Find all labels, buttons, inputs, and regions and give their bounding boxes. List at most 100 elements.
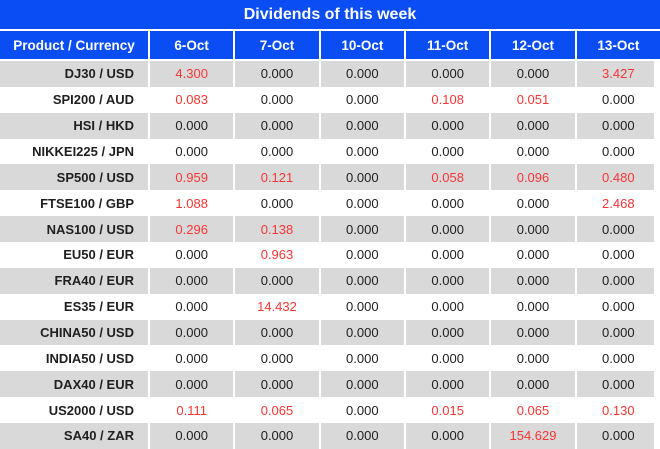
table-row: HSI / HKD 0.000 0.000 0.000 0.000 0.000 0.000 — [0, 112, 660, 139]
dividend-value-cell: 0.000 — [491, 190, 575, 217]
dividend-value-cell: 0.000 — [576, 423, 660, 449]
dividend-value-cell: 0.000 — [320, 423, 404, 449]
dividend-value-cell: 0.000 — [150, 345, 234, 372]
dividend-value-cell: 0.051 — [491, 86, 575, 113]
table-header-row: Product / Currency 6-Oct 7-Oct 10-Oct 11-Oct… — [0, 31, 660, 61]
dividend-value-cell: 0.000 — [576, 86, 660, 113]
dividend-value-cell: 0.000 — [320, 112, 404, 139]
product-cell: HSI / HKD — [0, 112, 148, 139]
dividend-value-cell: 0.000 — [491, 242, 575, 268]
dividend-value-cell: 0.000 — [576, 138, 660, 165]
dividend-value-cell: 0.000 — [150, 371, 234, 398]
column-header-date: 12-Oct — [491, 31, 575, 59]
dividend-value-cell: 0.000 — [406, 242, 490, 268]
column-header-product: Product / Currency — [0, 31, 148, 59]
dividend-value-cell: 0.130 — [576, 397, 660, 424]
dividend-value-cell: 0.000 — [576, 319, 660, 346]
product-cell: ES35 / EUR — [0, 293, 148, 320]
dividend-value-cell: 0.000 — [320, 345, 404, 372]
dividend-value-cell: 0.000 — [150, 319, 234, 346]
table-row: SPI200 / AUD 0.083 0.000 0.000 0.108 0.051 0.0… — [0, 86, 660, 113]
dividend-value-cell: 0.000 — [235, 190, 319, 217]
column-header-date: 13-Oct — [576, 31, 660, 59]
dividend-value-cell: 14.432 — [235, 293, 319, 320]
dividend-value-cell: 0.000 — [150, 242, 234, 268]
dividend-value-cell: 0.000 — [320, 267, 404, 294]
table-row: EU50 / EUR 0.000 0.963 0.000 0.000 0.000 0.000 — [0, 242, 660, 268]
dividend-value-cell: 0.000 — [320, 319, 404, 346]
table-row: NAS100 / USD 0.296 0.138 0.000 0.000 0.000 0.0… — [0, 216, 660, 243]
product-cell: FTSE100 / GBP — [0, 190, 148, 217]
dividend-value-cell: 0.000 — [491, 267, 575, 294]
dividend-value-cell: 0.000 — [406, 267, 490, 294]
dividend-value-cell: 0.000 — [406, 112, 490, 139]
dividend-value-cell: 0.296 — [150, 216, 234, 243]
dividend-value-cell: 0.000 — [406, 61, 490, 87]
table-row: SA40 / ZAR 0.000 0.000 0.000 0.000 154.629 0.0… — [0, 423, 660, 449]
table-row: SP500 / USD 0.959 0.121 0.000 0.058 0.096 0.48… — [0, 164, 660, 191]
dividend-value-cell: 0.065 — [235, 397, 319, 424]
dividend-value-cell: 0.000 — [150, 138, 234, 165]
dividend-value-cell: 0.096 — [491, 164, 575, 191]
dividend-value-cell: 0.000 — [406, 319, 490, 346]
dividend-value-cell: 0.000 — [235, 86, 319, 113]
dividend-value-cell: 0.000 — [576, 345, 660, 372]
dividend-value-cell: 0.058 — [406, 164, 490, 191]
dividend-value-cell: 0.000 — [576, 112, 660, 139]
table-row: ES35 / EUR 0.000 14.432 0.000 0.000 0.000 0.00… — [0, 293, 660, 320]
dividend-value-cell: 2.468 — [576, 190, 660, 217]
dividend-value-cell: 0.000 — [491, 345, 575, 372]
table-row: DAX40 / EUR 0.000 0.000 0.000 0.000 0.000 0.00… — [0, 371, 660, 398]
dividend-value-cell: 0.000 — [491, 216, 575, 243]
dividend-value-cell: 0.000 — [491, 319, 575, 346]
dividend-value-cell: 0.000 — [150, 423, 234, 449]
table-row: FTSE100 / GBP 1.088 0.000 0.000 0.000 0.000 2.… — [0, 190, 660, 217]
dividend-value-cell: 0.000 — [235, 61, 319, 87]
dividend-value-cell: 0.000 — [406, 345, 490, 372]
dividend-value-cell: 0.000 — [235, 138, 319, 165]
product-cell: SA40 / ZAR — [0, 423, 148, 449]
dividend-value-cell: 0.000 — [406, 216, 490, 243]
dividend-value-cell: 0.480 — [576, 164, 660, 191]
dividend-value-cell: 3.427 — [576, 61, 660, 87]
dividend-value-cell: 0.000 — [406, 138, 490, 165]
dividend-value-cell: 0.000 — [320, 216, 404, 243]
dividend-value-cell: 1.088 — [150, 190, 234, 217]
product-cell: DAX40 / EUR — [0, 371, 148, 398]
product-cell: US2000 / USD — [0, 397, 148, 424]
dividend-value-cell: 0.000 — [320, 371, 404, 398]
dividend-value-cell: 0.000 — [320, 61, 404, 87]
dividend-value-cell: 0.000 — [235, 423, 319, 449]
product-cell: DJ30 / USD — [0, 61, 148, 87]
dividend-value-cell: 0.000 — [491, 293, 575, 320]
dividend-value-cell: 0.000 — [150, 112, 234, 139]
dividend-value-cell: 0.000 — [320, 242, 404, 268]
dividend-value-cell: 0.000 — [320, 293, 404, 320]
dividend-value-cell: 0.108 — [406, 86, 490, 113]
dividend-value-cell: 0.111 — [150, 397, 234, 424]
product-cell: INDIA50 / USD — [0, 345, 148, 372]
table-row: DJ30 / USD 4.300 0.000 0.000 0.000 0.000 3.427 — [0, 61, 660, 87]
dividend-value-cell: 0.000 — [235, 267, 319, 294]
dividend-value-cell: 154.629 — [491, 423, 575, 449]
column-header-date: 11-Oct — [406, 31, 490, 59]
dividend-value-cell: 0.000 — [491, 371, 575, 398]
dividend-value-cell: 0.000 — [150, 267, 234, 294]
product-cell: SPI200 / AUD — [0, 86, 148, 113]
dividend-value-cell: 0.000 — [320, 190, 404, 217]
table-row: NIKKEI225 / JPN 0.000 0.000 0.000 0.000 0.000… — [0, 138, 660, 165]
dividend-value-cell: 0.000 — [235, 371, 319, 398]
table-row: FRA40 / EUR 0.000 0.000 0.000 0.000 0.000 0.00… — [0, 267, 660, 294]
dividend-value-cell: 0.083 — [150, 86, 234, 113]
dividend-value-cell: 0.000 — [235, 112, 319, 139]
product-cell: FRA40 / EUR — [0, 267, 148, 294]
dividend-value-cell: 4.300 — [150, 61, 234, 87]
table-row: CHINA50 / USD 0.000 0.000 0.000 0.000 0.000 0.… — [0, 319, 660, 346]
table-body: DJ30 / USD 4.300 0.000 0.000 0.000 0.000 3.427… — [0, 61, 660, 449]
dividend-value-cell: 0.000 — [406, 293, 490, 320]
product-cell: EU50 / EUR — [0, 242, 148, 268]
dividend-value-cell: 0.000 — [576, 242, 660, 268]
dividend-value-cell: 0.000 — [406, 190, 490, 217]
dividend-value-cell: 0.000 — [320, 164, 404, 191]
